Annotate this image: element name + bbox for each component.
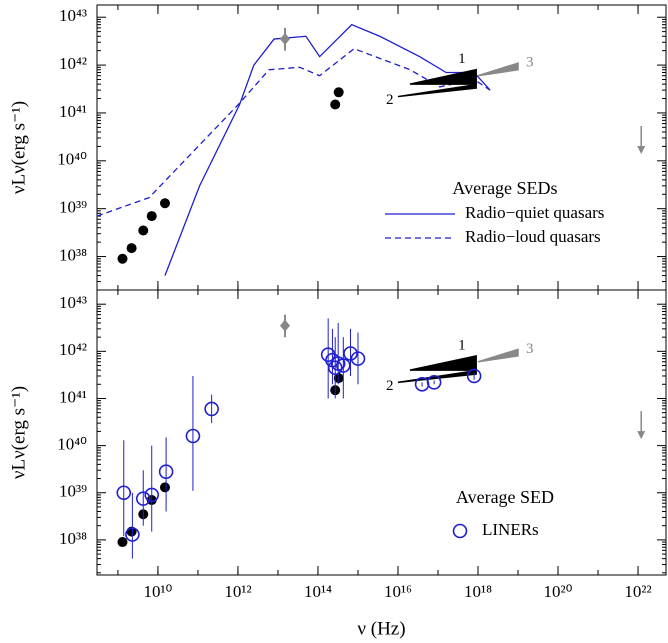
data-point [327,360,343,375]
diamond-point [280,319,291,332]
data-point [350,351,366,366]
data-point [185,428,201,444]
data-point [330,99,341,110]
legend-swatch [452,523,468,539]
x-tick-label: 10¹² [224,582,251,601]
data-point [146,211,157,222]
x-tick-label: 10²² [624,582,651,601]
y-tick-label: 10³⁹ [59,198,87,217]
arrow-head [637,145,646,154]
plot-frame [96,289,667,576]
data-point [426,375,442,390]
data-point [204,401,219,417]
y-tick-label: 10⁴³ [59,6,87,25]
slope-label: 1 [458,51,466,67]
data-point [159,482,170,493]
y-tick-label: 10⁴⁰ [57,435,87,454]
x-tick-label: 10¹⁶ [384,582,412,601]
data-point [336,358,351,373]
diamond-point [280,33,291,46]
legend-label: Radio−quiet quasars [465,203,604,222]
x-tick-label: 10¹⁰ [143,582,172,601]
legend-label: LINERs [482,520,539,539]
y-tick-label: 10⁴⁰ [57,150,87,169]
xray-slope [409,68,477,85]
y-tick-label: 10⁴² [59,54,87,73]
data-point [333,87,344,98]
y-tick-label: 10³⁸ [59,245,87,264]
y-tick-label: 10³⁸ [59,529,87,548]
data-point [466,368,482,384]
x-tick-label: 10¹⁴ [304,582,332,601]
data-point [343,346,358,361]
x-tick-label: 10¹⁸ [464,582,492,601]
data-point [117,537,128,548]
legend-title: Average SEDs [452,178,557,198]
legend-title: Average SED [456,487,554,507]
data-point [138,225,149,236]
y-axis-label: νLν(erg s⁻¹) [8,386,29,479]
plot-frame [96,4,667,291]
data-point [158,464,174,479]
y-tick-label: 10⁴¹ [59,102,87,121]
sed-line [164,23,491,276]
slope-label: 3 [526,341,534,357]
data-point [117,253,128,264]
arrow-head [637,431,646,440]
xray-slope [397,83,477,98]
xray-slope [477,348,519,363]
data-point [135,491,151,506]
xray-slope [409,354,477,371]
x-tick-label: 10²⁰ [544,582,573,601]
y-tick-label: 10⁴³ [59,293,87,312]
slope-label: 2 [386,92,394,108]
xray-slope [477,62,519,77]
x-axis-label: ν (Hz) [357,618,405,639]
slope-label: 2 [386,378,394,394]
data-point [144,487,160,503]
slope-label: 3 [526,55,534,71]
y-tick-label: 10⁴² [59,340,87,359]
data-point [159,198,170,209]
data-point [116,485,132,501]
legend-label: Radio−loud quasars [465,227,601,246]
y-tick-label: 10⁴¹ [59,387,87,406]
data-point [126,243,137,254]
sed-line [96,47,491,217]
y-tick-label: 10³⁹ [59,482,87,501]
y-axis-label: νLν(erg s⁻¹) [8,101,29,194]
data-point [125,527,140,542]
data-point [333,373,344,384]
slope-label: 1 [458,337,466,353]
